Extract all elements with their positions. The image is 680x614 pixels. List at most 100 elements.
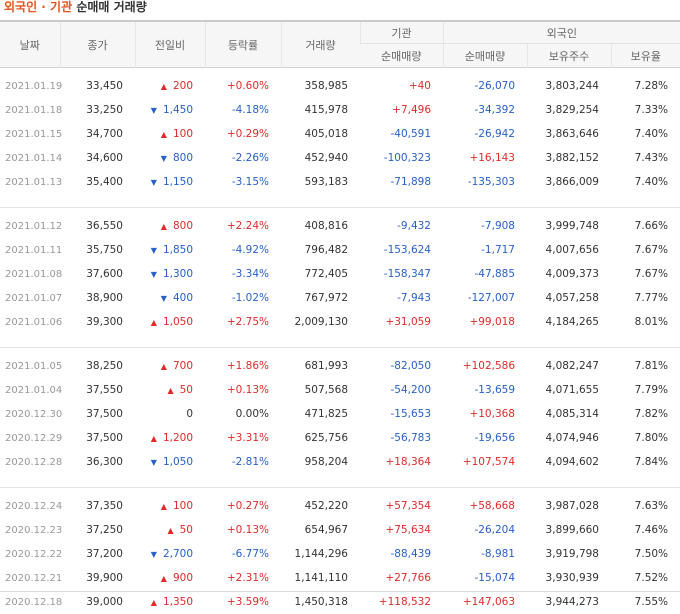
cell-institution-net: -15,653 bbox=[360, 402, 443, 426]
cell-foreign-holdings: 4,009,373 bbox=[527, 262, 611, 286]
cell-foreign-holdings: 4,071,655 bbox=[527, 378, 611, 402]
cell-close: 37,200 bbox=[60, 542, 135, 566]
change-value: 900 bbox=[173, 572, 193, 584]
cell-close: 35,750 bbox=[60, 238, 135, 262]
section-title-highlight: 외국인 · 기관 bbox=[4, 0, 72, 14]
cell-foreign-ratio: 7.55% bbox=[611, 590, 680, 614]
cell-volume: 767,972 bbox=[281, 286, 360, 310]
change-value: 1,200 bbox=[163, 432, 193, 444]
down-arrow-icon: ▼ bbox=[161, 294, 167, 303]
group-divider bbox=[0, 194, 680, 208]
cell-rate: -2.81% bbox=[205, 450, 281, 474]
change-value: 200 bbox=[173, 80, 193, 92]
cell-date: 2020.12.18 bbox=[0, 590, 60, 614]
up-arrow-icon: ▲ bbox=[151, 598, 157, 607]
cell-foreign-holdings: 3,882,152 bbox=[527, 146, 611, 170]
cell-foreign-net: +147,063 bbox=[443, 590, 527, 614]
cell-volume: 796,482 bbox=[281, 238, 360, 262]
cell-foreign-ratio: 7.40% bbox=[611, 170, 680, 194]
cell-foreign-ratio: 7.82% bbox=[611, 402, 680, 426]
change-value: 1,150 bbox=[163, 176, 193, 188]
header-date[interactable]: 날짜 bbox=[0, 21, 60, 68]
cell-change: ▲100 bbox=[135, 122, 205, 146]
cell-foreign-holdings: 4,085,314 bbox=[527, 402, 611, 426]
cell-institution-net: -54,200 bbox=[360, 378, 443, 402]
change-value: 50 bbox=[180, 524, 193, 536]
cell-institution-net: +57,354 bbox=[360, 494, 443, 518]
cell-foreign-ratio: 7.77% bbox=[611, 286, 680, 310]
cell-rate: +1.86% bbox=[205, 354, 281, 378]
cell-foreign-ratio: 7.81% bbox=[611, 354, 680, 378]
cell-date: 2021.01.15 bbox=[0, 122, 60, 146]
change-value: 1,850 bbox=[163, 244, 193, 256]
header-foreign-net[interactable]: 순매매량 bbox=[443, 44, 527, 68]
cell-foreign-holdings: 4,082,247 bbox=[527, 354, 611, 378]
cell-date: 2020.12.30 bbox=[0, 402, 60, 426]
cell-date: 2021.01.11 bbox=[0, 238, 60, 262]
cell-foreign-net: -135,303 bbox=[443, 170, 527, 194]
cell-institution-net: +75,634 bbox=[360, 518, 443, 542]
header-institution-net[interactable]: 순매매량 bbox=[360, 44, 443, 68]
cell-foreign-net: -8,981 bbox=[443, 542, 527, 566]
change-value: 1,050 bbox=[163, 316, 193, 328]
cell-date: 2021.01.13 bbox=[0, 170, 60, 194]
cell-rate: +0.27% bbox=[205, 494, 281, 518]
change-value: 1,350 bbox=[163, 596, 193, 608]
cell-volume: 452,940 bbox=[281, 146, 360, 170]
header-foreign-holdings[interactable]: 보유주수 bbox=[527, 44, 611, 68]
cell-date: 2021.01.19 bbox=[0, 74, 60, 98]
up-arrow-icon: ▲ bbox=[161, 574, 167, 583]
cell-close: 37,500 bbox=[60, 426, 135, 450]
cell-volume: 415,978 bbox=[281, 98, 360, 122]
up-arrow-icon: ▲ bbox=[161, 502, 167, 511]
cell-volume: 2,009,130 bbox=[281, 310, 360, 334]
cell-rate: +2.24% bbox=[205, 214, 281, 238]
cell-foreign-net: -127,007 bbox=[443, 286, 527, 310]
cell-volume: 358,985 bbox=[281, 74, 360, 98]
change-value: 700 bbox=[173, 360, 193, 372]
cell-volume: 654,967 bbox=[281, 518, 360, 542]
change-value: 50 bbox=[180, 384, 193, 396]
cell-close: 37,250 bbox=[60, 518, 135, 542]
header-change[interactable]: 전일비 bbox=[135, 21, 205, 68]
cell-foreign-holdings: 4,057,258 bbox=[527, 286, 611, 310]
cell-close: 37,600 bbox=[60, 262, 135, 286]
cell-date: 2020.12.24 bbox=[0, 494, 60, 518]
cell-close: 35,400 bbox=[60, 170, 135, 194]
cell-institution-net: -71,898 bbox=[360, 170, 443, 194]
cell-foreign-net: -19,656 bbox=[443, 426, 527, 450]
cell-rate: -3.34% bbox=[205, 262, 281, 286]
cell-rate: -6.77% bbox=[205, 542, 281, 566]
cell-change: ▲700 bbox=[135, 354, 205, 378]
down-arrow-icon: ▼ bbox=[151, 246, 157, 255]
header-close[interactable]: 종가 bbox=[60, 21, 135, 68]
cell-foreign-holdings: 4,184,265 bbox=[527, 310, 611, 334]
cell-date: 2020.12.28 bbox=[0, 450, 60, 474]
header-volume[interactable]: 거래량 bbox=[281, 21, 360, 68]
cell-institution-net: +7,496 bbox=[360, 98, 443, 122]
cell-foreign-net: -26,942 bbox=[443, 122, 527, 146]
cell-date: 2020.12.29 bbox=[0, 426, 60, 450]
change-value: 1,450 bbox=[163, 104, 193, 116]
header-rate[interactable]: 등락률 bbox=[205, 21, 281, 68]
cell-institution-net: -40,591 bbox=[360, 122, 443, 146]
change-value: 100 bbox=[173, 128, 193, 140]
cell-institution-net: +31,059 bbox=[360, 310, 443, 334]
header-foreign-ratio[interactable]: 보유율 bbox=[611, 44, 680, 68]
group-divider bbox=[0, 474, 680, 488]
cell-volume: 471,825 bbox=[281, 402, 360, 426]
cell-foreign-ratio: 7.84% bbox=[611, 450, 680, 474]
cell-change: ▲200 bbox=[135, 74, 205, 98]
cell-volume: 625,756 bbox=[281, 426, 360, 450]
cell-change: ▼2,700 bbox=[135, 542, 205, 566]
cell-foreign-net: +99,018 bbox=[443, 310, 527, 334]
cell-institution-net: -82,050 bbox=[360, 354, 443, 378]
